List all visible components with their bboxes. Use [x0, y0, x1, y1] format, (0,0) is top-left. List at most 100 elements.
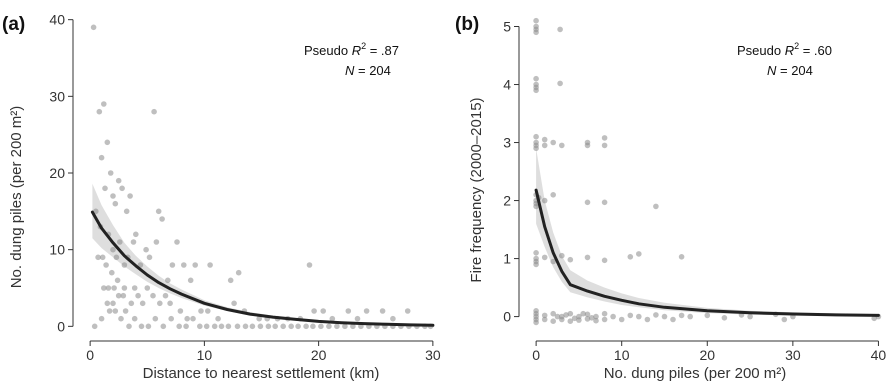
panel-b-point-41 [601, 257, 608, 264]
panel-a-point-49 [122, 308, 129, 314]
panel-b-point-43 [636, 251, 642, 257]
panel-a-point-20 [103, 262, 109, 268]
panel-a-point-34 [151, 108, 157, 115]
panel-a-point-44 [207, 262, 213, 268]
panel-b-y-tick-label: 2 [503, 193, 511, 209]
panel-b-point-30 [601, 199, 608, 206]
panel-a-ci-band [92, 183, 433, 326]
panel-b-x-tick-label: 40 [871, 347, 887, 363]
panel-a-point-11 [112, 200, 119, 207]
panel-a-point-80 [91, 323, 98, 330]
panel-a-point-110 [310, 323, 316, 330]
panel-b-x-axis-title: No. dung piles (per 200 m²) [604, 365, 787, 382]
panel-a-point-77 [404, 308, 411, 314]
panel-b-point-87 [571, 315, 578, 322]
panel-b-y-tick-label: 3 [503, 135, 511, 151]
panel-a-point-83 [112, 308, 119, 314]
panel-a-point-45 [227, 277, 234, 284]
panel-b-fit-line [534, 188, 880, 317]
panel-a-point-18 [117, 239, 123, 245]
panel-a-point-17 [113, 254, 120, 261]
panel-b-point-32 [533, 250, 539, 256]
panel-a-axes: 0 10 20 30 0 10 20 30 40 [49, 12, 440, 363]
panel-a-point-100 [234, 323, 241, 330]
panel-b-point-10 [533, 133, 539, 140]
panel-b-point-70 [644, 316, 651, 323]
panel-a-point-61 [198, 308, 204, 314]
panel-a-point-37 [153, 239, 160, 245]
panel-a-point-66 [256, 315, 263, 322]
panel-b-point-50 [541, 312, 548, 319]
panel-a-point-101 [242, 323, 249, 330]
panel-b-point-35 [533, 261, 539, 268]
panel-a-y-tick-label: 40 [49, 12, 65, 28]
panel-b-point-48 [533, 319, 539, 326]
panel-a-point-129 [104, 300, 111, 307]
panel-b-point-66 [610, 313, 616, 320]
panel-a-point-3 [101, 101, 107, 107]
panel-a-point-26 [114, 277, 121, 284]
panel-a-point-126 [110, 300, 116, 307]
panel-a-point-48 [120, 292, 127, 299]
panel-a-point-75 [363, 308, 370, 314]
panel-b-point-69 [636, 313, 642, 320]
panel-b-y-tick-label: 1 [503, 251, 511, 267]
panel-b-point-85 [554, 313, 561, 320]
panel-a-point-93 [183, 323, 189, 330]
panel-a-point-35 [155, 208, 162, 215]
panel-b-point-25 [533, 203, 539, 210]
panel-a-y-tick-label: 0 [57, 318, 65, 334]
panel-b-axes: 0 10 20 30 40 0 1 2 3 4 5 [503, 19, 886, 363]
panel-a-point-51 [131, 285, 138, 291]
panel-a-point-127 [115, 292, 122, 299]
panel-b-point-55 [559, 316, 565, 323]
panel-b-point-42 [627, 253, 634, 260]
panel-a-x-tick-label: 0 [86, 347, 94, 363]
panel-b-point-52 [550, 310, 556, 317]
panel-a-r2-annotation: Pseudo R2 = .87 [304, 41, 399, 58]
panel-a-n-annotation: N = 204 [345, 63, 391, 78]
panel-a-point-113 [334, 323, 340, 330]
panel-a-point-31 [137, 262, 144, 268]
panel-a-point-13 [119, 185, 125, 192]
panel-a-point-50 [128, 300, 135, 307]
panel-a-point-36 [159, 216, 165, 222]
panel-a-point-64 [231, 300, 237, 307]
panel-a-point-38 [165, 277, 171, 284]
panel-a-point-47 [306, 262, 313, 268]
panel-a-point-4 [98, 154, 105, 161]
panel-a-point-72 [320, 308, 327, 314]
panel-a-point-33 [146, 254, 153, 261]
panel-b-point-86 [563, 312, 569, 318]
panel-a-x-axis-title: Distance to nearest settlement (km) [143, 365, 380, 382]
panel-a-point-103 [257, 323, 264, 330]
panel-a-y-tick-label: 20 [49, 165, 65, 181]
panel-a-point-71 [311, 308, 317, 314]
panel-b-point-14 [541, 136, 548, 143]
panel-a-point-27 [121, 262, 128, 268]
panel-a: (a) 0 10 20 30 0 10 20 30 40 Pseudo R2 = .87 N =… [2, 12, 441, 382]
panel-b-point-38 [559, 252, 565, 259]
panel-b-x-tick-label: 10 [614, 347, 630, 363]
panel-a-point-79 [354, 315, 361, 322]
panel-a-point-53 [139, 300, 146, 307]
panel-a-point-112 [326, 323, 332, 330]
panel-a-point-39 [169, 262, 176, 268]
panel-b-point-49 [533, 308, 539, 314]
panel-a-point-0 [90, 24, 97, 31]
panel-a-point-41 [181, 262, 187, 268]
panel-a-point-23 [111, 285, 117, 291]
panel-b-point-16 [550, 139, 556, 146]
panel-a-point-32 [143, 246, 149, 253]
panel-b-point-37 [550, 258, 556, 265]
panel-b-point-65 [601, 316, 608, 323]
panel-a-point-115 [350, 323, 356, 330]
panel-b-point-21 [601, 142, 608, 149]
panel-b-point-56 [567, 310, 574, 317]
panel-b-point-20 [601, 135, 608, 141]
panel-b-point-27 [541, 197, 548, 204]
panel-b-point-68 [627, 312, 634, 319]
panel-a-point-60 [184, 315, 190, 322]
panel-a-point-30 [133, 231, 139, 238]
